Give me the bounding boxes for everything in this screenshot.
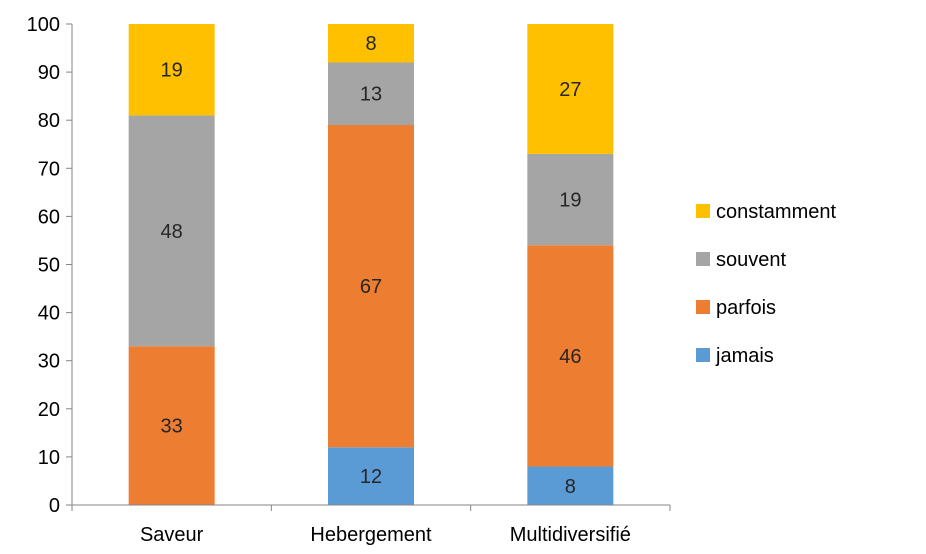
y-tick-label: 0	[49, 495, 60, 517]
legend-label-souvent: souvent	[716, 249, 786, 271]
data-label: 8	[365, 33, 376, 55]
legend-swatch-parfois	[696, 300, 710, 314]
bar-segment-souvent	[527, 153, 614, 246]
data-label: 19	[161, 60, 183, 82]
x-category-label: Hebergement	[310, 524, 432, 546]
y-tick-label: 100	[27, 14, 60, 36]
y-tick-label: 80	[38, 110, 60, 132]
legend-swatch-constamment	[696, 204, 710, 218]
legend-label-jamais: jamais	[715, 345, 774, 367]
data-label: 33	[161, 416, 183, 438]
legend-label-parfois: parfois	[716, 297, 776, 319]
data-label: 19	[559, 190, 581, 212]
bar-segment-jamais	[527, 466, 614, 505]
y-tick-label: 20	[38, 399, 60, 421]
y-tick-label: 10	[38, 447, 60, 469]
x-category-label: Saveur	[140, 524, 204, 546]
data-label: 12	[360, 466, 382, 488]
data-label: 8	[565, 476, 576, 498]
y-tick-label: 30	[38, 351, 60, 373]
bar-segment-constamment	[328, 24, 414, 63]
bar-segment-souvent	[128, 115, 215, 347]
data-label: 46	[559, 346, 581, 368]
bar-segment-souvent	[328, 62, 414, 126]
data-label: 13	[360, 84, 382, 106]
legend-swatch-souvent	[696, 252, 710, 266]
bar-segment-jamais	[328, 447, 414, 505]
y-tick-label: 60	[38, 206, 60, 228]
bar-segment-parfois	[128, 346, 215, 505]
bar-segment-parfois	[527, 245, 614, 467]
y-tick-label: 90	[38, 62, 60, 84]
x-category-label: Multidiversifié	[510, 524, 631, 546]
legend-swatch-jamais	[696, 348, 710, 362]
bar-segment-constamment	[128, 24, 215, 116]
bar-segment-constamment	[527, 24, 614, 154]
data-label: 27	[559, 79, 581, 101]
legend-label-constamment: constamment	[716, 201, 836, 223]
data-label: 48	[161, 221, 183, 243]
data-label: 67	[360, 276, 382, 298]
y-tick-label: 50	[38, 255, 60, 277]
y-tick-label: 40	[38, 303, 60, 325]
bar-segment-parfois	[328, 125, 414, 448]
y-tick-label: 70	[38, 158, 60, 180]
